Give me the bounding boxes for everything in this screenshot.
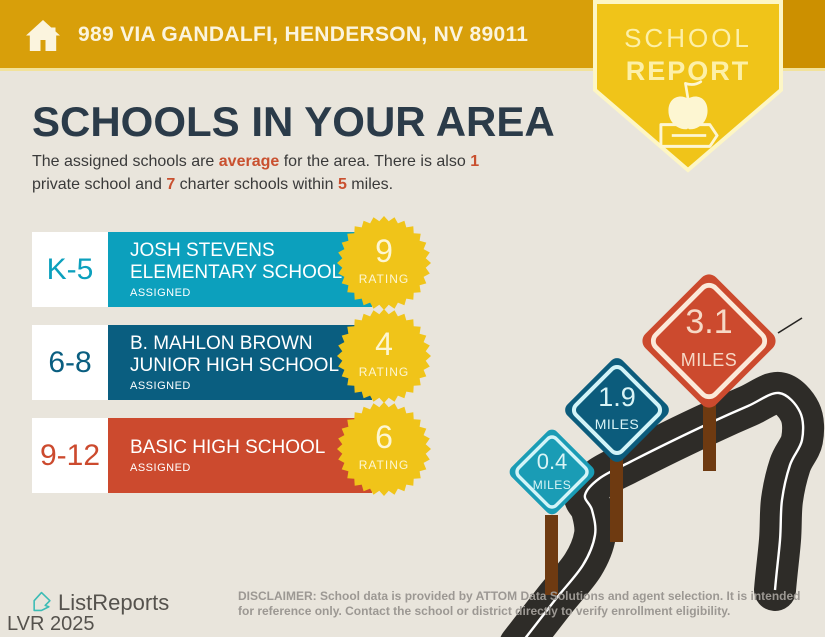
svg-text:0.4: 0.4 (537, 449, 568, 474)
svg-text:MILES: MILES (681, 350, 738, 370)
svg-text:MILES: MILES (595, 416, 640, 432)
svg-text:1.9: 1.9 (598, 382, 636, 412)
svg-text:MILES: MILES (533, 478, 572, 492)
svg-text:3.1: 3.1 (685, 303, 732, 341)
